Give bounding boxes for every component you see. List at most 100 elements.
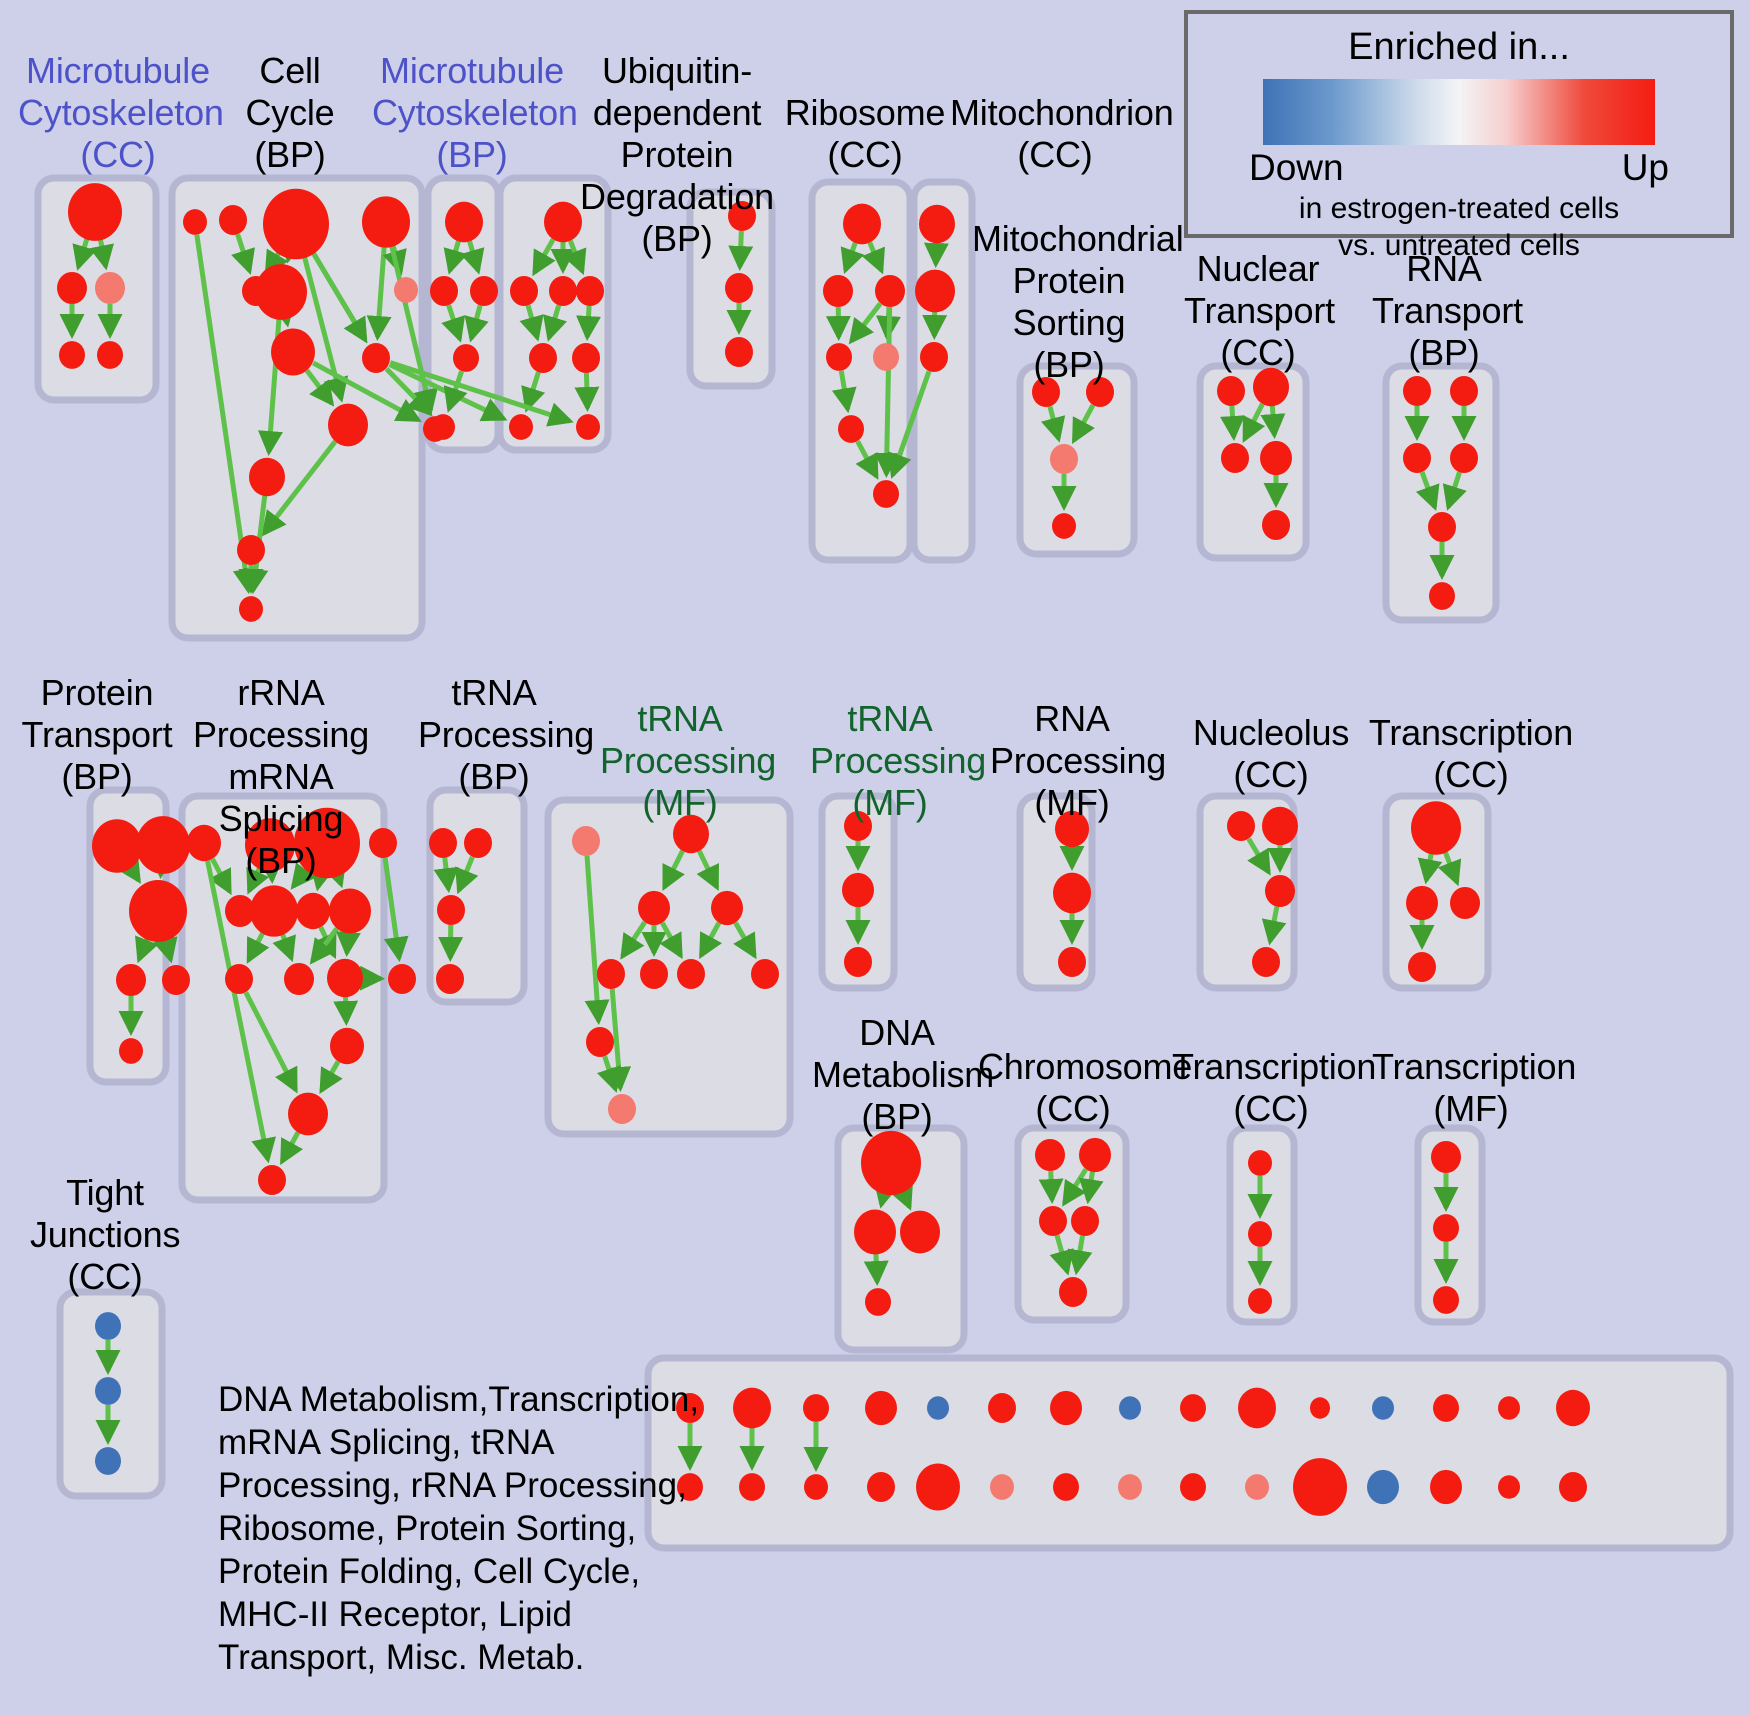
go-term-node[interactable] xyxy=(1431,1140,1461,1174)
go-term-node[interactable] xyxy=(327,958,363,998)
go-term-node[interactable] xyxy=(1248,1221,1272,1247)
go-term-node[interactable] xyxy=(1180,1394,1206,1422)
go-term-node[interactable] xyxy=(249,457,285,497)
go-term-node[interactable] xyxy=(430,276,458,306)
go-term-node[interactable] xyxy=(677,959,705,989)
go-term-node[interactable] xyxy=(1053,872,1091,914)
go-term-node[interactable] xyxy=(284,962,314,996)
go-term-node[interactable] xyxy=(162,965,190,995)
go-term-node[interactable] xyxy=(1429,582,1455,610)
go-term-node[interactable] xyxy=(1118,1474,1142,1500)
go-term-node[interactable] xyxy=(1052,513,1076,539)
go-term-node[interactable] xyxy=(544,201,582,243)
go-term-node[interactable] xyxy=(1433,1214,1459,1242)
go-term-node[interactable] xyxy=(1039,1206,1067,1236)
go-term-node[interactable] xyxy=(1217,376,1245,406)
go-term-node[interactable] xyxy=(638,890,670,926)
go-term-node[interactable] xyxy=(294,807,360,879)
go-term-node[interactable] xyxy=(529,343,557,373)
go-term-node[interactable] xyxy=(751,959,779,989)
go-term-node[interactable] xyxy=(250,885,298,937)
go-term-node[interactable] xyxy=(1406,885,1438,921)
go-term-node[interactable] xyxy=(219,205,247,235)
go-term-node[interactable] xyxy=(187,824,221,862)
go-term-node[interactable] xyxy=(445,201,483,243)
go-term-node[interactable] xyxy=(916,1463,960,1511)
go-term-node[interactable] xyxy=(915,269,955,313)
go-term-node[interactable] xyxy=(1293,1458,1347,1516)
go-term-node[interactable] xyxy=(1180,1473,1206,1501)
go-term-node[interactable] xyxy=(1310,1397,1330,1419)
go-term-node[interactable] xyxy=(245,818,295,872)
go-term-node[interactable] xyxy=(470,276,498,306)
go-term-node[interactable] xyxy=(1450,376,1478,406)
go-term-node[interactable] xyxy=(1245,1474,1269,1500)
go-term-node[interactable] xyxy=(1262,510,1290,540)
go-term-node[interactable] xyxy=(1450,886,1480,920)
go-term-node[interactable] xyxy=(673,814,709,854)
go-term-node[interactable] xyxy=(823,274,853,308)
go-term-node[interactable] xyxy=(1035,1138,1065,1172)
go-term-node[interactable] xyxy=(509,414,533,440)
go-term-node[interactable] xyxy=(1262,806,1298,846)
go-term-node[interactable] xyxy=(429,828,457,858)
go-term-node[interactable] xyxy=(1433,1286,1459,1314)
go-term-node[interactable] xyxy=(861,1130,921,1196)
go-term-node[interactable] xyxy=(1050,444,1078,474)
go-term-node[interactable] xyxy=(95,1377,121,1405)
go-term-node[interactable] xyxy=(183,209,207,235)
go-term-node[interactable] xyxy=(258,1165,286,1195)
go-term-node[interactable] xyxy=(271,328,315,376)
go-term-node[interactable] xyxy=(362,343,390,373)
go-term-node[interactable] xyxy=(843,203,881,245)
go-term-node[interactable] xyxy=(1248,1288,1272,1314)
go-term-node[interactable] xyxy=(1053,1473,1079,1501)
go-term-node[interactable] xyxy=(129,879,187,943)
go-term-node[interactable] xyxy=(733,1387,771,1429)
go-term-node[interactable] xyxy=(728,201,756,231)
go-term-node[interactable] xyxy=(1411,801,1461,855)
go-term-node[interactable] xyxy=(1055,810,1089,848)
go-term-node[interactable] xyxy=(329,888,371,934)
go-term-node[interactable] xyxy=(1086,377,1114,407)
go-term-node[interactable] xyxy=(826,343,852,371)
go-term-node[interactable] xyxy=(1372,1396,1394,1420)
go-term-node[interactable] xyxy=(239,596,263,622)
go-term-node[interactable] xyxy=(436,964,464,994)
go-term-node[interactable] xyxy=(1367,1469,1399,1505)
go-term-node[interactable] xyxy=(510,276,538,306)
go-term-node[interactable] xyxy=(328,403,368,447)
go-term-node[interactable] xyxy=(842,872,874,908)
go-term-node[interactable] xyxy=(920,342,948,372)
go-term-node[interactable] xyxy=(838,415,864,443)
go-term-node[interactable] xyxy=(437,895,465,925)
go-term-node[interactable] xyxy=(711,890,743,926)
go-term-node[interactable] xyxy=(95,1312,121,1340)
go-term-node[interactable] xyxy=(362,196,410,248)
go-term-node[interactable] xyxy=(97,341,123,369)
go-term-node[interactable] xyxy=(739,1473,765,1501)
go-term-node[interactable] xyxy=(92,819,142,873)
go-term-node[interactable] xyxy=(988,1393,1016,1423)
go-term-node[interactable] xyxy=(1248,1150,1272,1176)
go-term-node[interactable] xyxy=(844,811,872,841)
go-term-node[interactable] xyxy=(263,188,329,260)
go-term-node[interactable] xyxy=(464,828,492,858)
go-term-node[interactable] xyxy=(1058,947,1086,977)
go-term-node[interactable] xyxy=(1433,1394,1459,1422)
go-term-node[interactable] xyxy=(1498,1396,1520,1420)
go-term-node[interactable] xyxy=(875,274,905,308)
go-term-node[interactable] xyxy=(136,816,190,874)
go-term-node[interactable] xyxy=(330,1027,364,1065)
go-term-node[interactable] xyxy=(844,947,872,977)
go-term-node[interactable] xyxy=(677,1473,703,1501)
go-term-node[interactable] xyxy=(572,826,600,856)
go-term-node[interactable] xyxy=(59,341,85,369)
go-term-node[interactable] xyxy=(237,535,265,565)
go-term-node[interactable] xyxy=(1253,367,1289,407)
go-term-node[interactable] xyxy=(1403,376,1431,406)
go-term-node[interactable] xyxy=(1428,512,1456,542)
go-term-node[interactable] xyxy=(1450,443,1478,473)
go-term-node[interactable] xyxy=(369,828,397,858)
go-term-node[interactable] xyxy=(431,414,455,440)
